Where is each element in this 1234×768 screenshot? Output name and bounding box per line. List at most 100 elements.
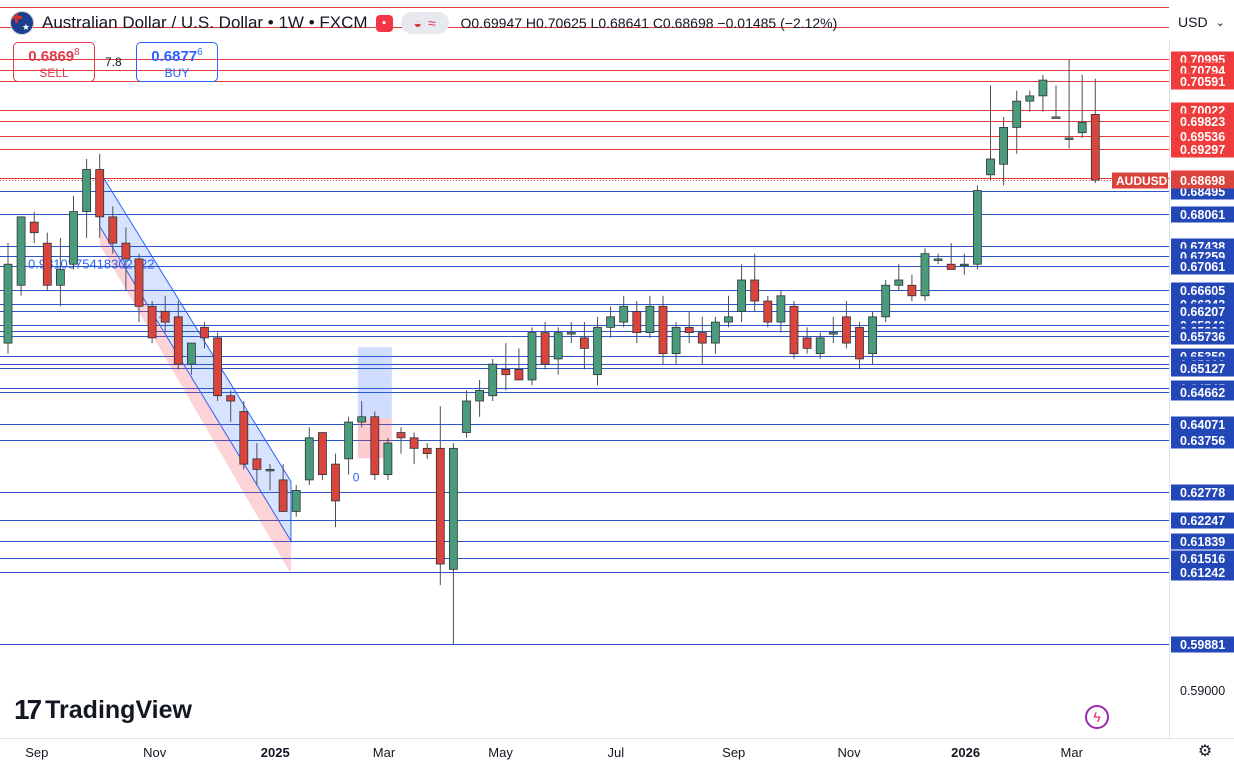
candle-body [304, 437, 314, 481]
candle-body [815, 337, 825, 355]
resistance-label: 0.69536 [1180, 130, 1225, 144]
time-tick-label: 2025 [261, 745, 290, 760]
candle-body [213, 337, 223, 397]
support-label: 0.61242 [1180, 566, 1225, 580]
buy-price: 0.6877 [151, 48, 198, 65]
symbol-tag: AUDUSD [1116, 174, 1168, 188]
time-tick-label: Mar [373, 745, 396, 760]
candle-body [789, 305, 799, 355]
candle-body [1012, 100, 1022, 128]
sell-button[interactable]: 0.68698 SELL [13, 42, 95, 82]
time-axis[interactable]: Sep Nov 2025 Mar May Jul Sep Nov 2026 Mar [25, 745, 1083, 760]
candle-body [514, 369, 524, 381]
tradingview-mark-icon: 17 [14, 694, 42, 725]
support-label: 0.63756 [1180, 434, 1225, 448]
candle-body [488, 363, 498, 397]
candle-body [344, 421, 354, 460]
candle-body [999, 127, 1008, 165]
symbol-title[interactable]: Australian Dollar / U.S. Dollar • 1W • F… [42, 13, 368, 32]
candle-body [357, 416, 367, 423]
support-label: 0.66605 [1180, 284, 1225, 298]
candle-body [121, 242, 131, 260]
support-label-bg [1171, 512, 1234, 529]
buy-label: BUY [164, 66, 190, 80]
candle-body [69, 211, 78, 265]
support-label-bg [1171, 328, 1234, 345]
buy-button[interactable]: 0.68776 BUY [136, 42, 218, 82]
support-label-bg [1171, 533, 1234, 550]
support-label: 0.66207 [1180, 305, 1225, 319]
candle-body [317, 432, 327, 476]
last-price-label-bg [1171, 172, 1234, 189]
candle-body [632, 311, 642, 333]
indicator-toggle-icon[interactable]: ◒ ≈ [400, 12, 449, 34]
candle-body [763, 300, 773, 323]
resistance-label: 0.70591 [1180, 75, 1225, 89]
support-label-bg [1171, 360, 1234, 377]
candle-body [553, 332, 563, 360]
candle-body [1025, 95, 1035, 102]
candle-body [606, 316, 615, 328]
candle-body [959, 263, 969, 267]
market-status-icon[interactable]: ▪ [375, 14, 393, 32]
time-tick-label: Jul [608, 745, 625, 760]
time-tick-label: Nov [837, 745, 861, 760]
sell-price: 0.6869 [28, 48, 75, 65]
gear-icon[interactable]: ⚙ [1197, 743, 1213, 760]
candle-body [593, 326, 602, 376]
support-label-bg [1171, 432, 1234, 449]
resistance-label-bg [1171, 73, 1234, 90]
candle-body [619, 305, 629, 323]
candle-body [29, 221, 39, 234]
candle-body [462, 400, 471, 433]
tradingview-logo[interactable]: 17 TradingView [14, 694, 192, 726]
price-axis[interactable]: 0.709950.707940.705910.700220.698230.695… [1112, 51, 1234, 698]
resistance-label-bg [1171, 141, 1234, 158]
support-label-bg [1171, 636, 1234, 653]
sell-label: SELL [39, 66, 69, 80]
candle-body [540, 332, 550, 365]
candle-body [946, 263, 956, 270]
support-label-bg [1171, 303, 1234, 320]
candle-body [435, 447, 445, 565]
candle-body [278, 479, 288, 512]
candle-body [1077, 121, 1087, 134]
candle-body [933, 258, 943, 261]
resistance-label-bg [1171, 113, 1234, 130]
candle-body [986, 158, 995, 176]
candle-body [252, 458, 262, 470]
support-label-bg [1171, 564, 1234, 581]
support-label-bg [1171, 384, 1234, 401]
support-label: 0.62247 [1180, 514, 1225, 528]
candle-body [973, 190, 982, 265]
brand-name: TradingView [45, 695, 192, 724]
support-label: 0.65127 [1180, 362, 1225, 376]
candle-body [226, 395, 236, 402]
currency-selector[interactable]: USD ⌄ [1172, 8, 1230, 36]
candle-body [409, 437, 419, 449]
support-label-bg [1171, 258, 1234, 275]
candle-body [200, 326, 209, 339]
support-label: 0.61516 [1180, 552, 1225, 566]
resistance-label-bg [1171, 128, 1234, 145]
candle-body [501, 369, 511, 376]
lightning-icon[interactable]: ϟ [1085, 705, 1109, 729]
candle-body [475, 390, 485, 402]
candle-body [802, 337, 812, 349]
candle-body [422, 447, 432, 454]
candle-body [776, 295, 786, 323]
candle-body [331, 463, 340, 502]
candle-body [828, 332, 838, 335]
candle-body [566, 332, 576, 335]
channel-lower-band [99, 226, 291, 575]
candles [3, 59, 1100, 645]
channel-ratio-label: 0.9810375418302122 [28, 256, 155, 271]
candle-body [108, 216, 118, 244]
support-label: 0.65736 [1180, 330, 1225, 344]
time-tick-label: Nov [143, 745, 167, 760]
candle-body [1051, 116, 1061, 119]
support-label-bg [1171, 282, 1234, 299]
candle-body [134, 258, 144, 307]
